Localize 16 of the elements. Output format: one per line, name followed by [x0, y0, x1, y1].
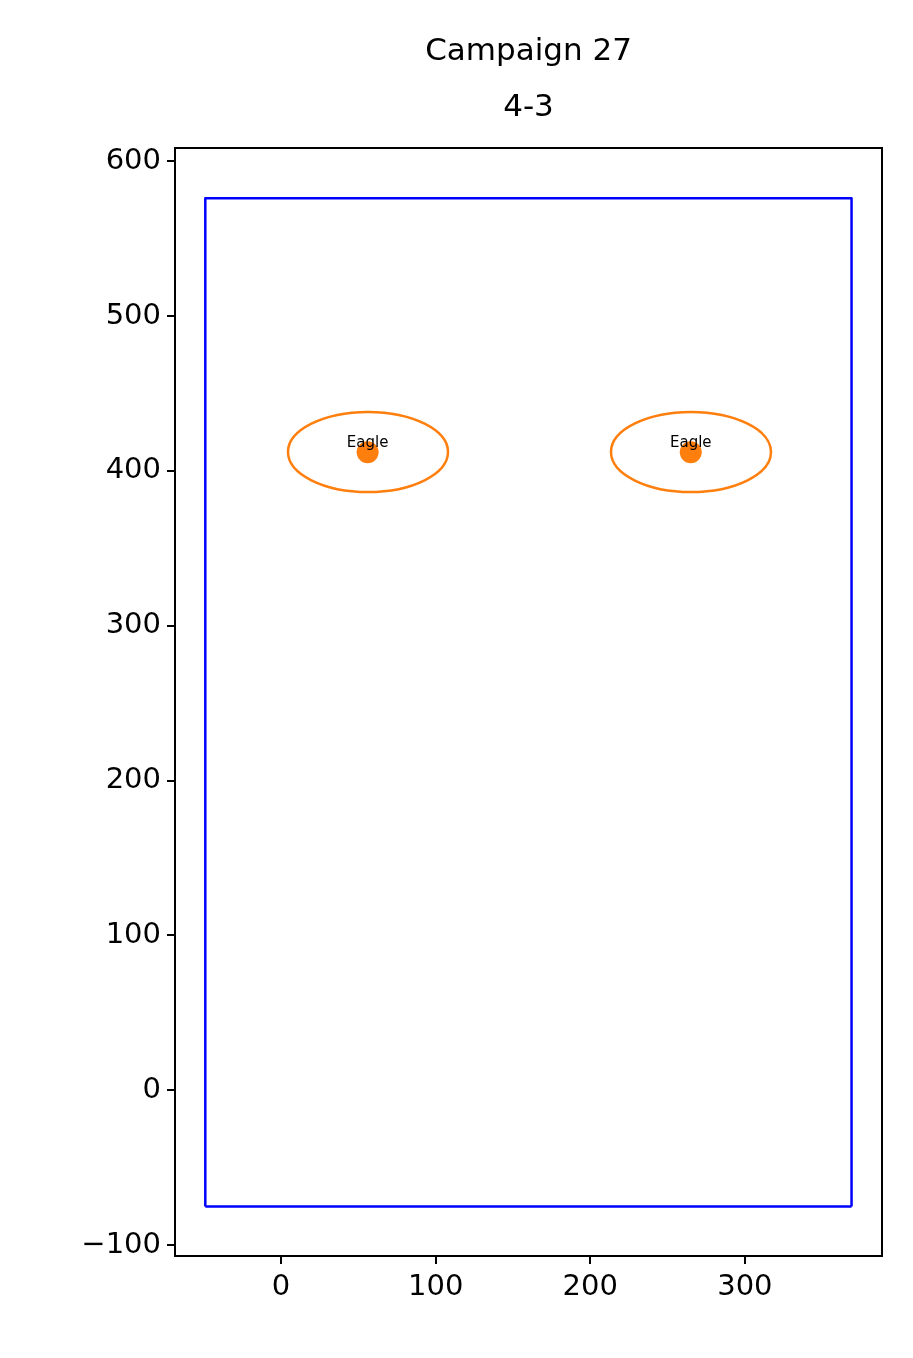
y-tick-label: 400: [105, 451, 161, 486]
x-tick-label: 200: [562, 1267, 618, 1302]
y-tick-label: 100: [105, 915, 161, 950]
y-tick-label: 600: [105, 141, 161, 176]
y-tick-label: 200: [105, 761, 161, 796]
annotation: Eagle: [346, 432, 389, 451]
annotation: Eagle: [669, 432, 712, 451]
x-tick-label: 100: [407, 1267, 464, 1302]
x-tick-label: 0: [271, 1267, 291, 1302]
x-tick-label: 300: [717, 1267, 773, 1302]
y-tick-label: 500: [105, 296, 161, 331]
y-tick-label: −100: [81, 1225, 161, 1260]
chart-title: Campaign 27: [425, 31, 632, 68]
y-tick-label: 0: [142, 1070, 161, 1105]
y-tick-label: 300: [105, 606, 161, 641]
chart-subtitle: 4-3: [503, 87, 554, 124]
